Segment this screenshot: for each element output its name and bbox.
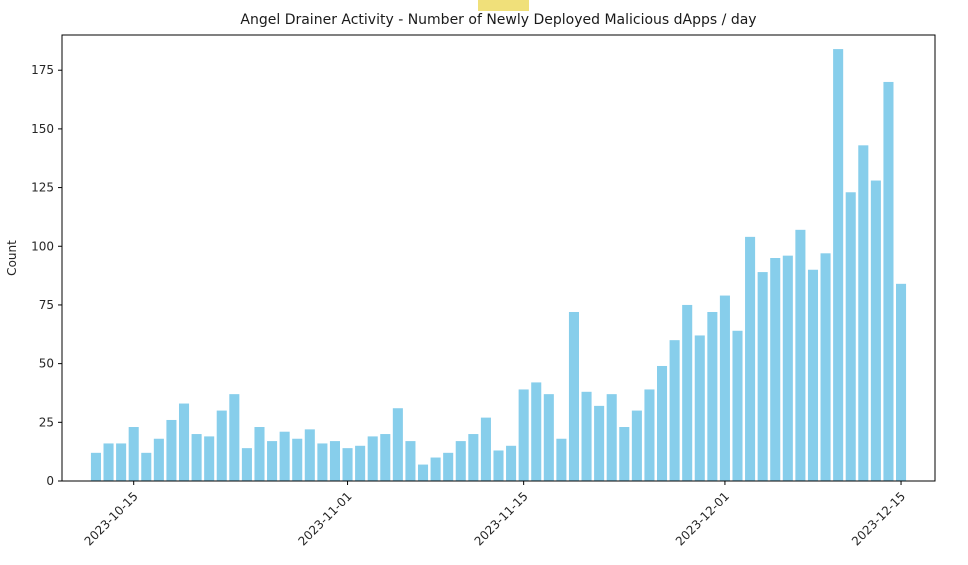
y-tick-label: 125 [31, 181, 54, 195]
bar-2023-11-26 [657, 365, 668, 481]
bar-2023-11-10 [455, 441, 466, 481]
bar-2023-11-27 [669, 340, 680, 481]
y-tick-label: 150 [31, 122, 54, 136]
bar-2023-11-17 [543, 394, 554, 481]
bar-2023-11-14 [506, 445, 517, 481]
y-tick-label: 75 [39, 298, 54, 312]
bar-2023-12-04 [757, 272, 768, 481]
bar-2023-11-05 [392, 408, 403, 481]
bar-2023-10-12 [90, 452, 101, 481]
bar-2023-12-03 [745, 236, 756, 481]
bar-2023-10-22 [216, 410, 227, 481]
bar-2023-12-14 [883, 81, 894, 481]
bar-2023-10-23 [229, 394, 240, 481]
bar-2023-12-09 [820, 253, 831, 481]
x-tick-label: 2023-12-01 [673, 489, 732, 548]
bar-2023-10-19 [178, 403, 190, 481]
bar-2023-11-01 [342, 448, 353, 481]
bar-2023-11-19 [568, 311, 579, 481]
bar-2023-10-13 [103, 443, 114, 481]
bar-2023-11-21 [594, 405, 605, 481]
bar-2023-11-30 [707, 311, 718, 481]
bar-2023-10-29 [304, 429, 315, 481]
highlight-mark [478, 0, 529, 11]
bar-2023-11-06 [405, 441, 416, 481]
bar-2023-10-31 [329, 441, 340, 481]
bar-2023-12-07 [795, 229, 806, 481]
bar-2023-12-11 [845, 192, 856, 481]
bar-2023-12-15 [896, 283, 907, 481]
x-tick-label: 2023-12-15 [849, 489, 908, 548]
y-tick-label: 175 [31, 63, 54, 77]
bar-2023-12-01 [719, 295, 730, 481]
bar-2023-11-04 [380, 434, 391, 481]
bar-2023-10-21 [204, 436, 215, 481]
bar-2023-10-30 [317, 443, 328, 481]
bar-2023-11-25 [644, 389, 655, 481]
y-axis-label: Count [5, 240, 19, 276]
bar-2023-11-18 [556, 438, 567, 481]
y-tick-label: 100 [31, 239, 54, 253]
bar-2023-12-02 [732, 330, 743, 481]
bar-2023-12-08 [807, 269, 819, 481]
bar-2023-12-13 [870, 180, 881, 482]
bar-2023-11-29 [694, 335, 705, 481]
bar-2023-12-10 [833, 49, 844, 481]
bar-2023-10-16 [141, 452, 152, 481]
bar-2023-11-28 [682, 304, 693, 481]
bar-2023-11-02 [355, 445, 366, 481]
bar-2023-11-09 [443, 452, 454, 481]
bar-2023-10-28 [292, 438, 303, 481]
y-tick-label: 25 [39, 415, 54, 429]
bar-2023-11-22 [606, 394, 617, 481]
bar-2023-11-11 [468, 434, 479, 481]
x-tick-label: 2023-10-15 [82, 489, 141, 548]
bar-2023-11-13 [493, 450, 504, 481]
x-tick-label: 2023-11-15 [472, 489, 531, 548]
bar-2023-10-18 [166, 419, 177, 481]
bar-2023-11-23 [619, 427, 630, 481]
x-tick-label: 2023-11-01 [295, 489, 354, 548]
bar-2023-11-24 [631, 410, 642, 481]
bar-2023-10-17 [153, 438, 164, 481]
bar-2023-10-27 [279, 431, 290, 481]
chart-title: Angel Drainer Activity - Number of Newly… [240, 12, 756, 28]
y-tick-label: 0 [46, 474, 54, 488]
plot-spines [61, 34, 936, 482]
bar-2023-11-03 [367, 436, 378, 481]
bar-2023-12-05 [770, 258, 781, 481]
bar-2023-11-12 [480, 417, 491, 481]
bar-2023-12-06 [782, 255, 793, 481]
y-tick-label: 50 [39, 357, 54, 371]
bar-2023-11-15 [518, 389, 529, 481]
bar-2023-10-14 [116, 443, 127, 481]
bar-2023-10-25 [254, 427, 265, 481]
bar-2023-10-20 [191, 434, 202, 481]
bar-2023-11-20 [581, 391, 592, 481]
bar-2023-11-08 [430, 457, 441, 481]
bar-2023-11-16 [531, 382, 542, 481]
bar-2023-11-07 [417, 464, 429, 481]
bar-2023-10-15 [128, 427, 139, 481]
bar-2023-12-12 [858, 145, 869, 481]
bar-2023-10-24 [241, 448, 252, 481]
bar-2023-10-26 [267, 441, 278, 481]
